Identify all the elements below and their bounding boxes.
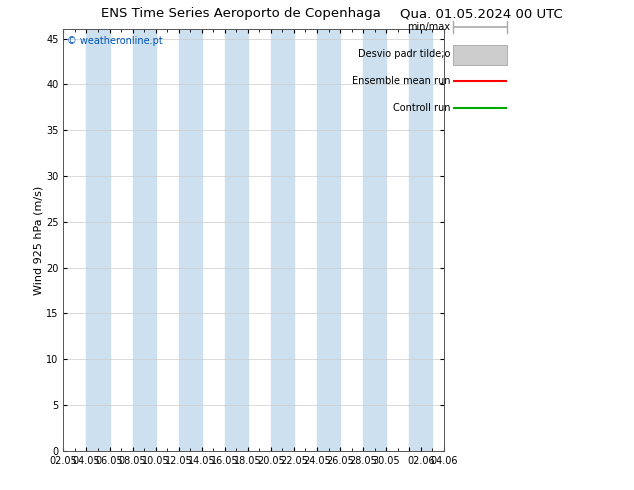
Text: Controll run: Controll run bbox=[392, 103, 450, 113]
Bar bbox=[86, 29, 110, 451]
Bar bbox=[179, 29, 202, 451]
Bar bbox=[133, 29, 155, 451]
Bar bbox=[225, 29, 248, 451]
Text: Desvio padr tilde;o: Desvio padr tilde;o bbox=[358, 49, 450, 59]
Text: Ensemble mean run: Ensemble mean run bbox=[352, 76, 450, 86]
Bar bbox=[317, 29, 340, 451]
Bar bbox=[363, 29, 386, 451]
Y-axis label: Wind 925 hPa (m/s): Wind 925 hPa (m/s) bbox=[33, 186, 43, 294]
Text: min/max: min/max bbox=[407, 22, 450, 32]
Bar bbox=[409, 29, 432, 451]
Text: Qua. 01.05.2024 00 UTC: Qua. 01.05.2024 00 UTC bbox=[401, 7, 563, 21]
Bar bbox=[271, 29, 294, 451]
Text: © weatheronline.pt: © weatheronline.pt bbox=[67, 36, 163, 46]
Text: ENS Time Series Aeroporto de Copenhaga: ENS Time Series Aeroporto de Copenhaga bbox=[101, 7, 381, 21]
